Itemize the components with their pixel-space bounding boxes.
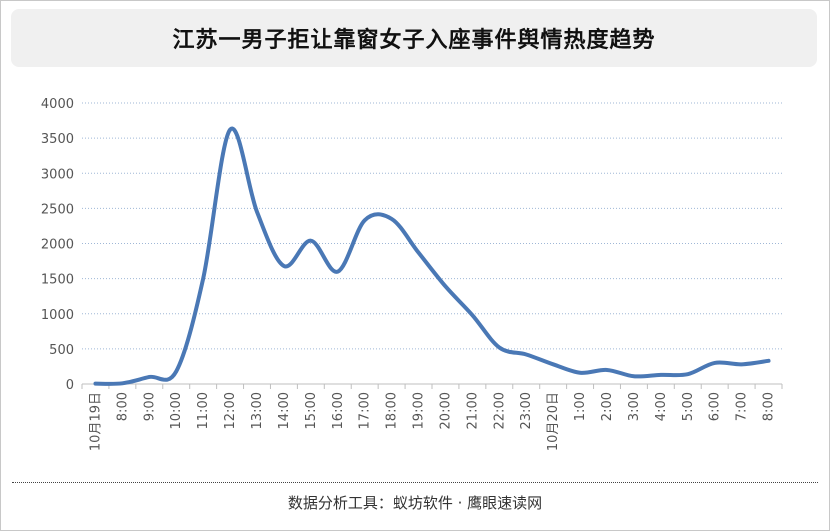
x-tick-label: 16:00 (331, 392, 346, 429)
title-bar: 江苏一男子拒让靠窗女子入座事件舆情热度趋势 (11, 9, 817, 67)
data-point (201, 277, 205, 281)
data-point (713, 361, 717, 365)
y-tick-label: 3000 (41, 167, 74, 182)
x-tick-label: 10月20日 (546, 392, 561, 451)
x-tick-label: 13:00 (250, 392, 265, 429)
x-tick-label: 9:00 (142, 392, 157, 421)
x-tick-label: 6:00 (708, 392, 723, 421)
data-point (497, 345, 501, 349)
x-tick-label: 8:00 (762, 392, 777, 421)
y-tick-label: 1000 (41, 308, 74, 323)
x-tick-label: 12:00 (223, 392, 238, 429)
y-tick-label: 0 (66, 378, 74, 393)
x-tick-label: 11:00 (196, 392, 211, 429)
data-point (147, 375, 151, 379)
data-point (363, 218, 367, 222)
data-point (470, 313, 474, 317)
data-point (443, 284, 447, 288)
data-point (255, 210, 259, 214)
x-tick-label: 7:00 (735, 392, 750, 421)
y-tick-label: 3500 (41, 132, 74, 147)
x-tick-label: 1:00 (573, 392, 588, 421)
data-point (767, 359, 771, 363)
data-point (686, 372, 690, 376)
data-point (659, 373, 663, 377)
x-tick-label: 19:00 (412, 392, 427, 429)
data-point (309, 239, 313, 243)
data-point (228, 128, 232, 132)
footer-divider (12, 482, 818, 483)
x-tick-label: 10:00 (169, 392, 184, 429)
x-tick-label: 10月19日 (88, 392, 103, 451)
footer: 数据分析工具：蚁坊软件 · 鹰眼速读网 (0, 487, 830, 517)
y-tick-label: 4000 (41, 97, 74, 112)
y-tick-label: 2000 (41, 238, 74, 253)
data-point (390, 217, 394, 221)
data-point (174, 369, 178, 373)
x-tick-label: 3:00 (627, 392, 642, 421)
data-point (417, 251, 421, 255)
x-tick-label: 18:00 (385, 392, 400, 429)
x-tick-label: 22:00 (492, 392, 507, 429)
x-tick-label: 5:00 (681, 392, 696, 421)
x-tick-label: 23:00 (519, 392, 534, 429)
y-tick-label: 500 (49, 343, 74, 358)
data-point (605, 368, 609, 372)
data-point (93, 382, 97, 386)
chart-title: 江苏一男子拒让靠窗女子入座事件舆情热度趋势 (172, 28, 656, 53)
line-chart: 0 500 1000 1500 2000 2500 3000 3500 4000 10月19日 8:… (41, 97, 783, 451)
x-tick-label: 14:00 (277, 392, 292, 429)
data-point (336, 270, 340, 274)
y-tick-label: 2500 (41, 202, 74, 217)
x-tick-label: 8:00 (115, 392, 130, 421)
data-point (524, 352, 528, 356)
data-point (282, 264, 286, 268)
data-point (632, 374, 636, 378)
footer-source-text: 数据分析工具：蚁坊软件 · 鹰眼速读网 (287, 493, 543, 512)
x-tick-label: 20:00 (438, 392, 453, 429)
data-point (120, 381, 124, 385)
x-tick-label: 21:00 (465, 392, 480, 429)
x-tick-label: 15:00 (304, 392, 319, 429)
data-point (578, 371, 582, 375)
data-point (740, 362, 744, 366)
y-tick-label: 1500 (41, 273, 74, 288)
x-tick-label: 17:00 (358, 392, 373, 429)
data-point (551, 362, 555, 366)
x-tick-label: 4:00 (654, 392, 669, 421)
series-line (93, 126, 771, 386)
x-tick-label: 2:00 (600, 392, 615, 421)
